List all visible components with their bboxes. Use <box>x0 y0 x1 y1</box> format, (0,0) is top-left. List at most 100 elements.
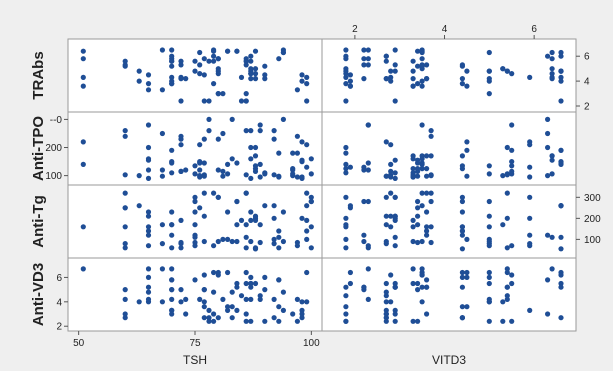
point-tsh-tg <box>280 238 286 245</box>
point-tsh-vd3 <box>211 311 217 317</box>
point-vitd3-tpo <box>527 164 533 170</box>
point-tsh-tg <box>192 222 198 228</box>
point-tsh-trabs <box>262 76 268 82</box>
point-tsh-vd3 <box>122 296 128 302</box>
point-vitd3-vd3 <box>343 304 349 310</box>
point-tsh-trabs <box>234 48 240 54</box>
point-tsh-tg <box>192 243 198 249</box>
point-tsh-tg <box>234 222 240 228</box>
point-tsh-tg <box>169 222 175 228</box>
point-vitd3-tpo <box>545 130 551 137</box>
point-tsh-trabs <box>304 81 310 87</box>
point-tsh-tpo <box>197 159 203 165</box>
point-tsh-tg <box>304 203 310 209</box>
point-tsh-tpo <box>220 130 226 137</box>
point-vitd3-tg <box>383 222 389 228</box>
point-tsh-trabs <box>252 48 259 54</box>
point-tsh-tg <box>252 215 259 221</box>
point-vitd3-vd3 <box>343 318 349 324</box>
point-tsh-tpo <box>178 142 184 148</box>
point-tsh-trabs <box>248 66 254 72</box>
point-tsh-trabs <box>243 56 249 62</box>
row-label-vd3: Anti-VD3 <box>30 263 47 326</box>
point-vitd3-tpo <box>415 166 421 172</box>
point-tsh-tpo <box>197 167 203 173</box>
point-vitd3-trabs <box>486 91 492 97</box>
point-tsh-trabs <box>294 87 300 93</box>
point-vitd3-tg <box>365 245 371 251</box>
point-tsh-tpo <box>220 173 226 179</box>
point-tsh-vd3 <box>206 315 212 321</box>
point-tsh-vd3 <box>252 280 259 287</box>
point-tsh-tpo <box>257 161 263 167</box>
point-tsh-vd3 <box>122 311 128 317</box>
point-tsh-vd3 <box>169 266 175 272</box>
point-vitd3-vd3 <box>509 280 515 287</box>
point-vitd3-tg <box>415 213 421 219</box>
point-vitd3-vd3 <box>388 272 394 278</box>
point-tsh-vd3 <box>169 277 175 283</box>
point-vitd3-vd3 <box>383 280 389 287</box>
point-tsh-tpo <box>197 173 203 179</box>
point-tsh-vd3 <box>145 274 152 280</box>
point-tsh-vd3 <box>299 315 305 321</box>
point-vitd3-vd3 <box>486 296 492 302</box>
column-labels: TSH VITD3 <box>183 353 466 367</box>
point-vitd3-tg <box>419 190 425 196</box>
point-vitd3-tpo <box>509 147 515 153</box>
point-vitd3-trabs <box>388 68 394 74</box>
point-vitd3-tpo <box>527 174 533 180</box>
point-vitd3-vd3 <box>459 315 465 321</box>
point-tsh-tg <box>220 236 226 242</box>
row-label-trabs: TRAbs <box>30 51 47 99</box>
point-tsh-trabs <box>80 74 86 80</box>
point-vitd3-trabs <box>424 76 430 82</box>
point-tsh-tpo <box>304 142 310 148</box>
point-tsh-tg <box>234 238 240 245</box>
point-vitd3-tpo <box>365 160 371 166</box>
point-vitd3-tg <box>419 203 425 209</box>
point-tsh-trabs <box>220 91 226 97</box>
point-tsh-tpo <box>248 128 254 134</box>
point-vitd3-vd3 <box>558 284 564 290</box>
point-vitd3-trabs <box>558 74 564 80</box>
point-tsh-vd3 <box>243 280 249 287</box>
point-vitd3-tg <box>500 222 506 228</box>
point-vitd3-tpo <box>343 150 349 156</box>
point-tsh-tg <box>145 243 152 249</box>
point-tsh-tpo <box>299 175 305 181</box>
point-tsh-vd3 <box>215 315 221 321</box>
point-vitd3-trabs <box>486 49 492 56</box>
point-tsh-vd3 <box>243 269 249 276</box>
point-tsh-tpo <box>257 128 263 134</box>
point-vitd3-tpo <box>504 144 510 151</box>
vitd3-tick-label: 2 <box>352 24 358 35</box>
point-vitd3-tpo <box>392 175 398 181</box>
point-tsh-vd3 <box>169 287 175 293</box>
point-vitd3-tpo <box>410 166 416 172</box>
point-vitd3-tg <box>365 198 371 205</box>
tg-tick-label: 200 <box>584 214 601 225</box>
point-vitd3-vd3 <box>500 318 506 324</box>
point-tsh-tpo <box>201 136 207 142</box>
point-tsh-tpo <box>294 133 300 139</box>
point-tsh-trabs <box>169 58 175 64</box>
point-vitd3-tpo <box>410 153 416 159</box>
point-tsh-trabs <box>215 56 221 62</box>
point-tsh-trabs <box>178 58 184 64</box>
point-tsh-vd3 <box>280 289 286 295</box>
point-vitd3-tpo <box>509 171 515 177</box>
point-vitd3-tg <box>527 241 533 247</box>
point-tsh-trabs <box>248 76 254 82</box>
point-tsh-vd3 <box>243 318 249 324</box>
point-tsh-tg <box>169 245 175 251</box>
point-tsh-tg <box>122 241 128 247</box>
point-tsh-trabs <box>145 72 152 78</box>
point-vitd3-tg <box>558 203 564 209</box>
point-tsh-vd3 <box>229 289 235 295</box>
point-tsh-trabs <box>304 98 310 104</box>
tpo-tick-label: 200 <box>45 143 62 154</box>
point-vitd3-trabs <box>549 56 555 62</box>
point-tsh-trabs <box>122 62 128 68</box>
point-tsh-vd3 <box>122 287 128 293</box>
